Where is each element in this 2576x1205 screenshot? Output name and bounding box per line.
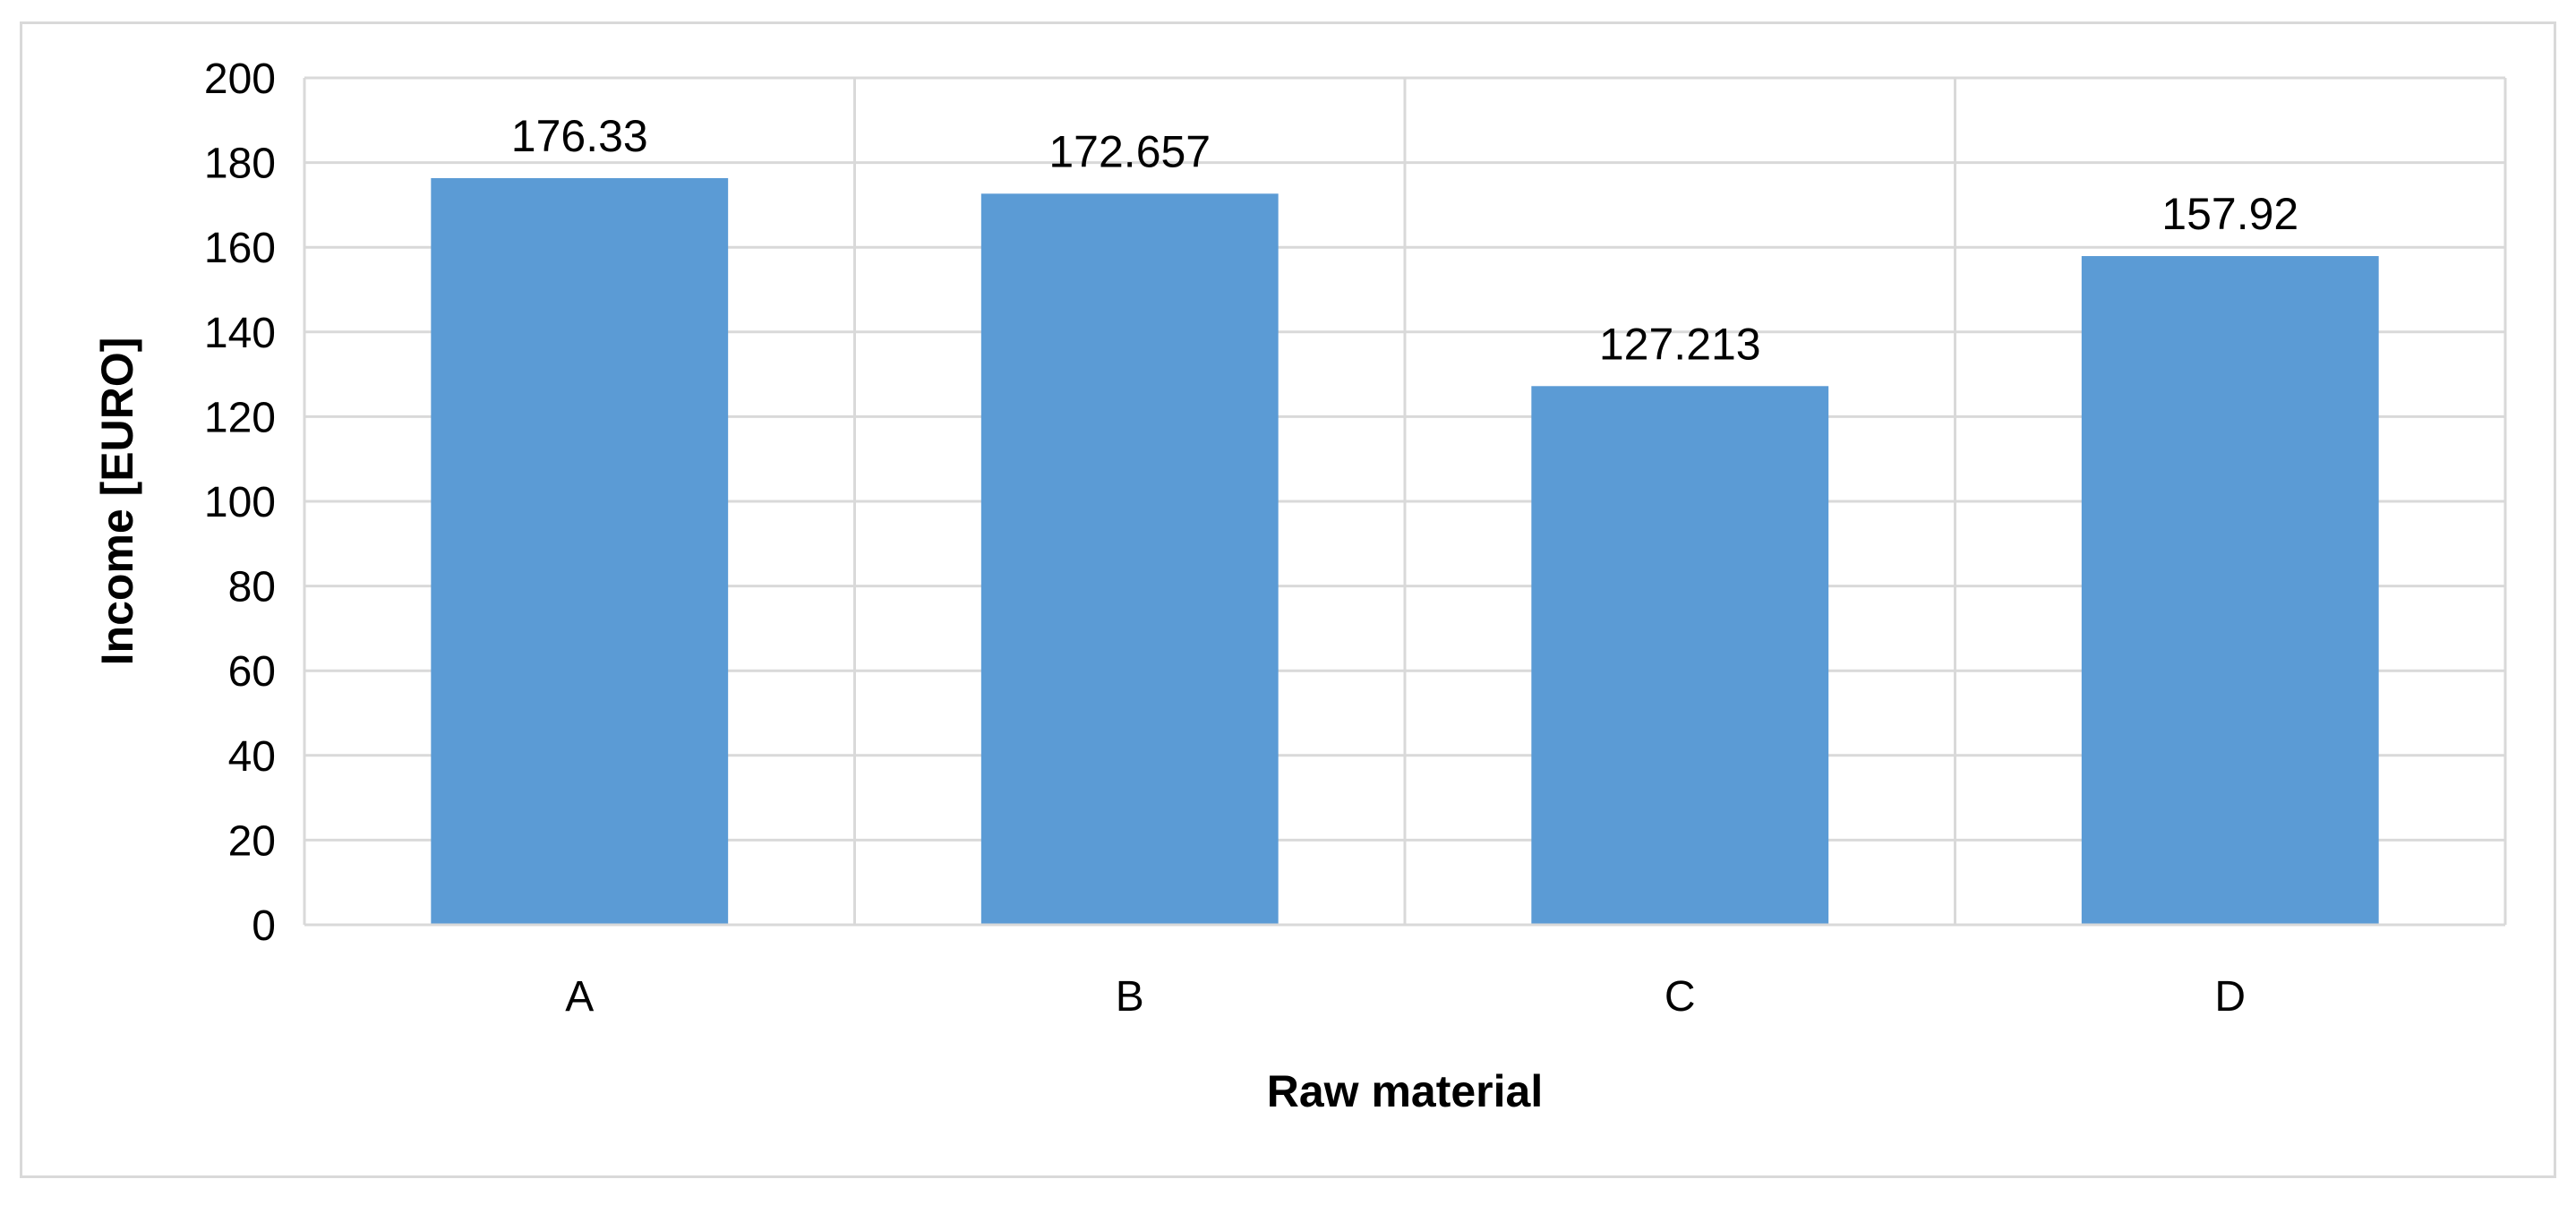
y-axis-ticks: 0 20 40 60 80 100 120 140 160 180 200: [204, 56, 276, 950]
y-tick-label: 120: [204, 394, 276, 441]
y-tick-label: 20: [228, 817, 276, 865]
bar-C: [1531, 386, 1829, 926]
bar-D: [2081, 256, 2379, 925]
y-tick-label: 200: [204, 56, 276, 103]
y-tick-label: 0: [252, 902, 276, 950]
data-label-B: 172.657: [1048, 126, 1211, 176]
bar-B: [980, 193, 1279, 925]
y-axis-title: Income [EURO]: [92, 338, 142, 666]
data-label-A: 176.33: [511, 111, 648, 161]
x-axis-ticks: A B C D: [565, 973, 2246, 1021]
data-label-D: 157.92: [2161, 189, 2298, 239]
data-labels: 176.33 172.657 127.213 157.92: [511, 111, 2298, 369]
y-tick-label: 60: [228, 648, 276, 696]
y-tick-label: 140: [204, 310, 276, 357]
y-tick-label: 40: [228, 733, 276, 781]
x-tick-label-A: A: [565, 973, 594, 1021]
bars: [431, 177, 2379, 926]
y-tick-label: 180: [204, 141, 276, 188]
y-tick-label: 100: [204, 479, 276, 526]
x-axis-title: Raw material: [1267, 1066, 1543, 1116]
y-tick-label: 80: [228, 564, 276, 611]
y-tick-label: 160: [204, 225, 276, 272]
x-tick-label-D: D: [2214, 973, 2246, 1021]
data-label-C: 127.213: [1599, 319, 1761, 369]
x-tick-label-B: B: [1116, 973, 1144, 1021]
bar-A: [431, 177, 729, 925]
x-tick-label-C: C: [1665, 973, 1696, 1021]
